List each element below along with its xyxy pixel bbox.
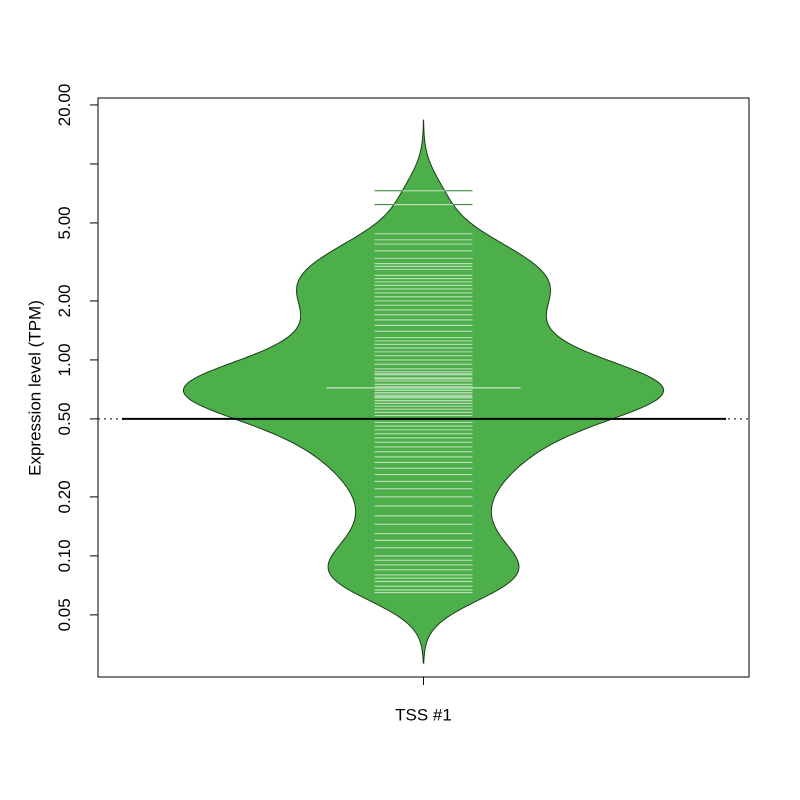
y-tick-label: 0.10: [55, 539, 74, 572]
y-tick-label: 5.00: [55, 206, 74, 239]
y-tick-label: 2.00: [55, 284, 74, 317]
y-axis-label: Expression level (TPM): [25, 300, 44, 476]
y-tick-label: 0.50: [55, 402, 74, 435]
bean: [182, 119, 665, 664]
y-tick-label: 1.00: [55, 343, 74, 376]
y-tick-label: 0.20: [55, 480, 74, 513]
x-tick-label: TSS #1: [395, 705, 452, 724]
plot-frame: [97, 97, 750, 678]
y-tick-label: 20.00: [55, 84, 74, 127]
y-tick-label: 0.05: [55, 598, 74, 631]
beanline-group: [374, 190, 473, 594]
